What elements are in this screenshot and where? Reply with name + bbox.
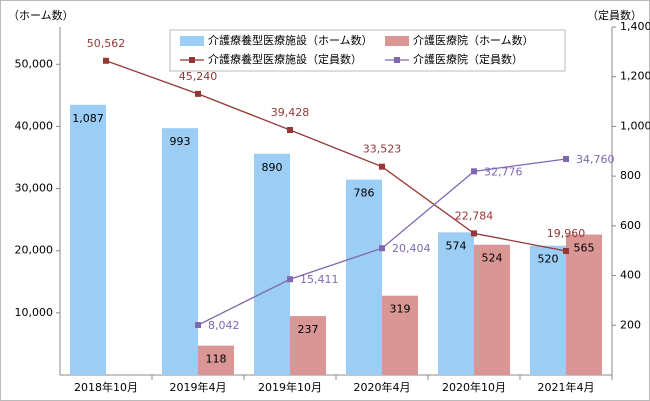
legend-label: 介護医療院（定員数） [413, 52, 523, 66]
bar [530, 245, 566, 375]
line [105, 60, 567, 252]
line-marker [195, 322, 201, 329]
line-marker [287, 126, 293, 133]
y2-tick-label: 1,200 [620, 70, 650, 83]
bar-value-label: 319 [390, 303, 411, 316]
line-value-label: 8,042 [208, 319, 240, 332]
bar [162, 128, 198, 375]
bar-value-label: 118 [206, 353, 227, 366]
line-marker [563, 247, 569, 254]
y-tick-label: 40,000 [15, 119, 54, 132]
x-tick-label: 2019年10月 [258, 380, 322, 394]
line-value-label: 45,240 [179, 70, 218, 83]
bar-value-label: 574 [446, 239, 467, 252]
bar-value-label: 1,087 [72, 112, 104, 125]
bar-value-label: 524 [482, 252, 503, 265]
line-value-label: 34,760 [576, 153, 615, 166]
line-value-label: 32,776 [484, 165, 523, 178]
left-axis-title: （ホーム数） [8, 9, 74, 22]
line-marker [471, 230, 477, 237]
y-tick-label: 20,000 [15, 244, 54, 257]
line-value-label: 39,428 [271, 106, 310, 119]
y2-tick-label: 800 [620, 169, 641, 182]
legend-swatch [189, 57, 195, 63]
line-marker [563, 155, 569, 162]
y-tick-label: 50,000 [15, 57, 54, 70]
x-tick-label: 2018年10月 [74, 380, 138, 394]
x-tick-label: 2021年4月 [538, 380, 595, 394]
x-tick-label: 2020年4月 [354, 380, 411, 394]
bar [254, 153, 290, 375]
line-marker [195, 90, 201, 97]
y-tick-label: 30,000 [15, 182, 54, 195]
bar [474, 244, 510, 375]
bar [290, 316, 326, 375]
bar [382, 295, 418, 375]
line-value-label: 50,562 [87, 37, 126, 50]
y2-tick-label: 1,000 [620, 119, 650, 132]
bar-value-label: 237 [298, 323, 319, 336]
line-value-label: 33,523 [363, 143, 402, 156]
y2-tick-label: 1,400 [620, 20, 650, 33]
line-marker [471, 168, 477, 175]
legend-label: 介護療養型医療施設（定員数） [208, 52, 362, 66]
legend-swatch [385, 36, 409, 46]
x-tick-label: 2019年4月 [170, 380, 227, 394]
bar-value-label: 520 [538, 253, 559, 266]
legend-swatch [394, 57, 400, 63]
line-value-label: 19,960 [547, 227, 586, 240]
line-marker [379, 245, 385, 252]
line-value-label: 20,404 [392, 242, 431, 255]
y-tick-label: 10,000 [15, 306, 54, 319]
y2-tick-label: 200 [620, 318, 641, 331]
line-marker [379, 163, 385, 170]
legend-label: 介護療養型医療施設（ホーム数） [208, 33, 373, 47]
bar-value-label: 993 [170, 135, 191, 148]
legend-box [169, 29, 566, 72]
right-axis-title: （定員数） [587, 8, 642, 22]
bar [438, 232, 474, 375]
bar [346, 179, 382, 375]
y2-tick-label: 600 [620, 219, 641, 232]
bar [198, 345, 234, 375]
bar-value-label: 890 [262, 161, 283, 174]
bar [566, 234, 602, 375]
legend-label: 介護医療院（ホーム数） [413, 33, 534, 47]
line-marker [287, 276, 293, 283]
legend-swatch [180, 36, 204, 46]
bar-value-label: 565 [574, 242, 595, 255]
bar-value-label: 786 [354, 187, 375, 200]
line-marker [103, 57, 109, 64]
y2-tick-label: 400 [620, 269, 641, 282]
line-value-label: 22,784 [455, 209, 494, 222]
x-tick-label: 2020年10月 [442, 380, 506, 394]
line-value-label: 15,411 [300, 273, 339, 286]
bar [70, 104, 106, 375]
